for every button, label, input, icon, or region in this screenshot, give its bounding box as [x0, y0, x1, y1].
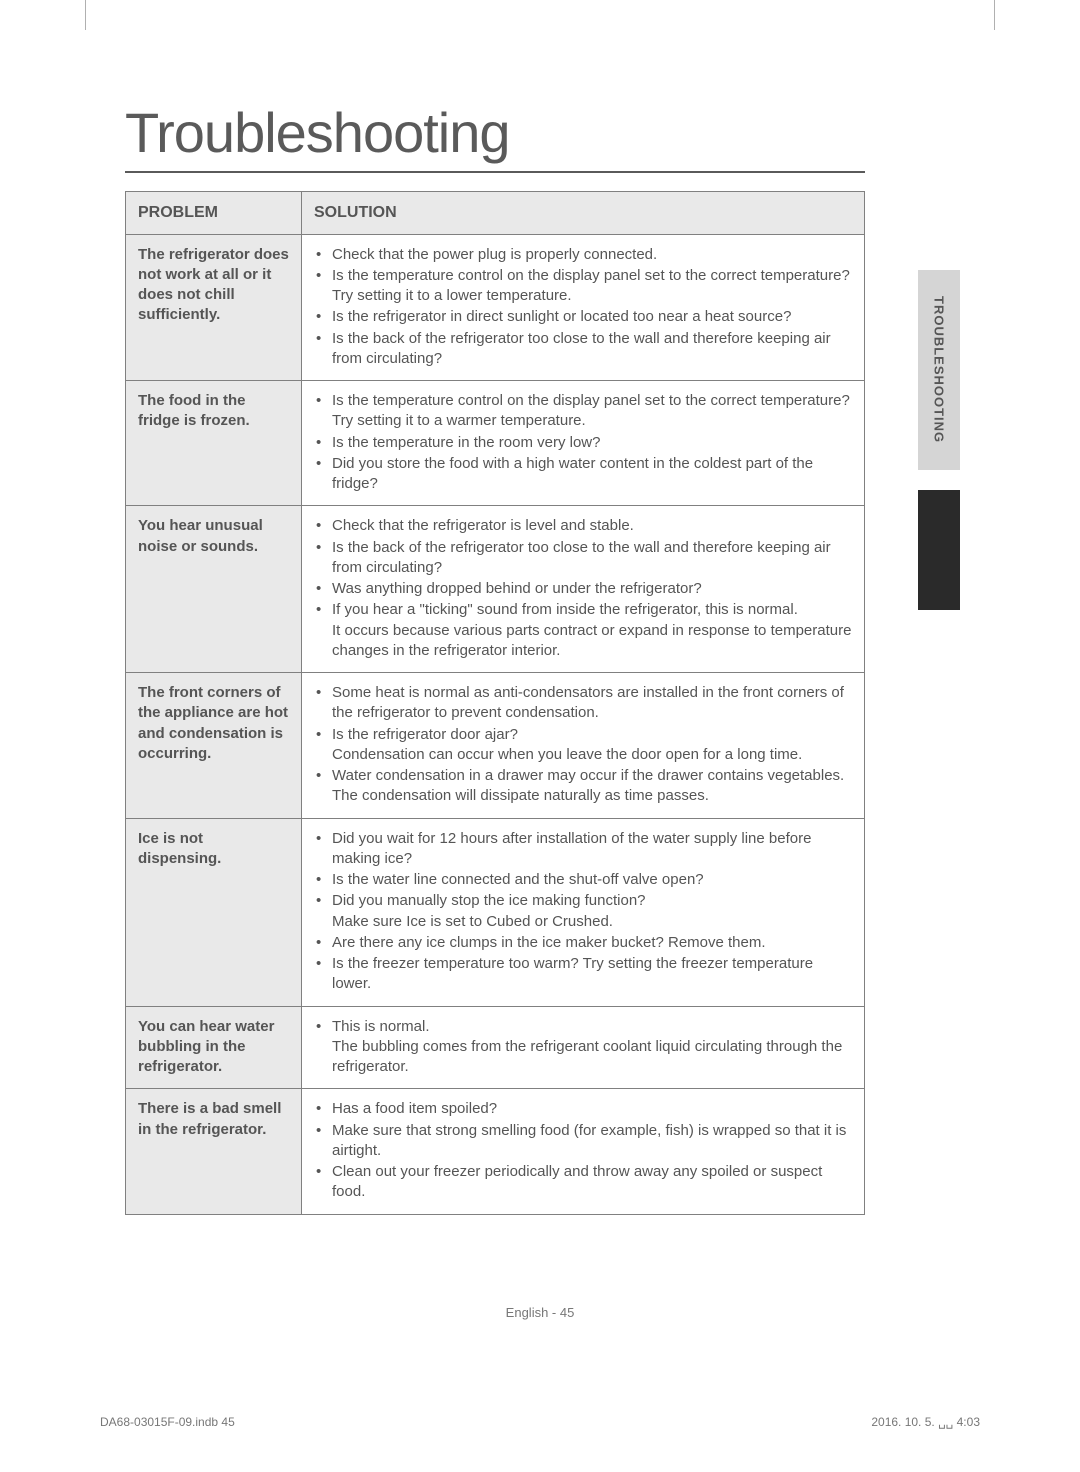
solution-item: Check that the power plug is properly co… — [316, 245, 852, 265]
solution-item: Is the temperature control on the displa… — [316, 266, 852, 307]
solution-item: Water condensation in a drawer may occur… — [316, 766, 852, 807]
solution-list: Check that the power plug is properly co… — [314, 245, 852, 370]
solution-cell: Check that the refrigerator is level and… — [302, 506, 865, 673]
solution-list: Check that the refrigerator is level and… — [314, 516, 852, 661]
problem-cell: The refrigerator does not work at all or… — [126, 234, 302, 381]
solution-item: Is the back of the refrigerator too clos… — [316, 329, 852, 370]
solution-list: Has a food item spoiled? Make sure that s… — [314, 1099, 852, 1202]
table-row: The front corners of the appliance are h… — [126, 673, 865, 819]
solution-item: Did you store the food with a high water… — [316, 454, 852, 495]
problem-cell: You can hear water bubbling in the refri… — [126, 1006, 302, 1089]
solution-item: Make sure that strong smelling food (for… — [316, 1121, 852, 1162]
solution-item: Are there any ice clumps in the ice make… — [316, 933, 852, 953]
solution-text: Did you store the food with a high water… — [332, 455, 813, 492]
problem-cell: The front corners of the appliance are h… — [126, 673, 302, 819]
solution-cell: Some heat is normal as anti-condensators… — [302, 673, 865, 819]
solution-list: This is normal. The bubbling comes from t… — [314, 1017, 852, 1078]
solution-text: If you hear a "ticking" sound from insid… — [332, 601, 798, 618]
solution-text: Make sure that strong smelling food (for… — [332, 1122, 846, 1159]
table-row: The refrigerator does not work at all or… — [126, 234, 865, 381]
solution-subtext: Condensation can occur when you leave th… — [332, 745, 852, 765]
solution-item: Is the freezer temperature too warm? Try… — [316, 954, 852, 995]
solution-text: Is the back of the refrigerator too clos… — [332, 330, 831, 367]
table-row: There is a bad smell in the refrigerator… — [126, 1089, 865, 1214]
solution-text: Was anything dropped behind or under the… — [332, 580, 702, 597]
footer-page-number: English - 45 — [0, 1305, 1080, 1320]
col-problem-header: PROBLEM — [126, 192, 302, 235]
troubleshooting-table: PROBLEM SOLUTION The refrigerator does n… — [125, 191, 865, 1215]
solution-item: This is normal. The bubbling comes from t… — [316, 1017, 852, 1078]
side-tab-label-box: TROUBLESHOOTING — [918, 270, 960, 470]
solution-item: Some heat is normal as anti-condensators… — [316, 683, 852, 724]
solution-item: Has a food item spoiled? — [316, 1099, 852, 1119]
problem-cell: The food in the fridge is frozen. — [126, 381, 302, 506]
solution-text: This is normal. — [332, 1018, 430, 1035]
solution-text: Is the back of the refrigerator too clos… — [332, 539, 831, 576]
solution-subtext: Make sure Ice is set to Cubed or Crushed… — [332, 912, 852, 932]
solution-subtext: The condensation will dissipate naturall… — [332, 786, 852, 806]
solution-text: Check that the refrigerator is level and… — [332, 517, 634, 534]
solution-item: Did you manually stop the ice making fun… — [316, 891, 852, 932]
solution-text: Is the temperature control on the displa… — [332, 392, 850, 409]
solution-subtext: Try setting it to a lower temperature. — [332, 286, 852, 306]
solution-subtext: Try setting it to a warmer temperature. — [332, 411, 852, 431]
solution-item: Clean out your freezer periodically and … — [316, 1162, 852, 1203]
solution-item: Is the temperature control on the displa… — [316, 391, 852, 432]
footer-file-id: DA68-03015F-09.indb 45 — [100, 1415, 235, 1429]
footer-timestamp: 2016. 10. 5. ␣␣ 4:03 — [871, 1415, 980, 1429]
solution-item: If you hear a "ticking" sound from insid… — [316, 600, 852, 661]
solution-text: Clean out your freezer periodically and … — [332, 1163, 822, 1200]
table-row: You can hear water bubbling in the refri… — [126, 1006, 865, 1089]
solution-text: Water condensation in a drawer may occur… — [332, 767, 844, 784]
solution-cell: Check that the power plug is properly co… — [302, 234, 865, 381]
solution-text: Has a food item spoiled? — [332, 1100, 497, 1117]
crop-mark — [85, 0, 86, 30]
solution-text: Is the water line connected and the shut… — [332, 871, 704, 888]
table-row: The food in the fridge is frozen. Is the … — [126, 381, 865, 506]
solution-item: Is the refrigerator door ajar? Condensati… — [316, 725, 852, 766]
solution-list: Some heat is normal as anti-condensators… — [314, 683, 852, 807]
solution-text: Is the refrigerator in direct sunlight o… — [332, 308, 791, 325]
solution-cell: This is normal. The bubbling comes from t… — [302, 1006, 865, 1089]
table-row: You hear unusual noise or sounds. Check t… — [126, 506, 865, 673]
page-title: Troubleshooting — [125, 100, 865, 173]
solution-item: Did you wait for 12 hours after installa… — [316, 829, 852, 870]
solution-subtext: It occurs because various parts contract… — [332, 621, 852, 662]
solution-item: Is the temperature in the room very low? — [316, 433, 852, 453]
crop-mark — [994, 0, 995, 30]
problem-cell: You hear unusual noise or sounds. — [126, 506, 302, 673]
solution-text: Is the refrigerator door ajar? — [332, 726, 518, 743]
solution-text: Did you manually stop the ice making fun… — [332, 892, 646, 909]
solution-subtext: The bubbling comes from the refrigerant … — [332, 1037, 852, 1078]
solution-text: Did you wait for 12 hours after installa… — [332, 830, 811, 867]
page-content: Troubleshooting PROBLEM SOLUTION The ref… — [125, 100, 865, 1215]
solution-cell: Is the temperature control on the displa… — [302, 381, 865, 506]
solution-list: Is the temperature control on the displa… — [314, 391, 852, 494]
solution-text: Is the temperature control on the displa… — [332, 267, 850, 284]
solution-text: Some heat is normal as anti-condensators… — [332, 684, 844, 721]
side-tab: TROUBLESHOOTING — [918, 270, 960, 610]
problem-cell: There is a bad smell in the refrigerator… — [126, 1089, 302, 1214]
col-solution-header: SOLUTION — [302, 192, 865, 235]
side-tab-dark — [918, 490, 960, 610]
solution-item: Check that the refrigerator is level and… — [316, 516, 852, 536]
solution-item: Is the water line connected and the shut… — [316, 870, 852, 890]
solution-text: Is the temperature in the room very low? — [332, 434, 600, 451]
solution-item: Was anything dropped behind or under the… — [316, 579, 852, 599]
solution-text: Is the freezer temperature too warm? Try… — [332, 955, 813, 992]
problem-cell: Ice is not dispensing. — [126, 818, 302, 1006]
solution-text: Are there any ice clumps in the ice make… — [332, 934, 766, 951]
solution-item: Is the back of the refrigerator too clos… — [316, 538, 852, 579]
solution-text: Check that the power plug is properly co… — [332, 246, 657, 263]
side-tab-label: TROUBLESHOOTING — [932, 296, 947, 443]
solution-cell: Did you wait for 12 hours after installa… — [302, 818, 865, 1006]
solution-cell: Has a food item spoiled? Make sure that s… — [302, 1089, 865, 1214]
solution-item: Is the refrigerator in direct sunlight o… — [316, 307, 852, 327]
solution-list: Did you wait for 12 hours after installa… — [314, 829, 852, 995]
table-row: Ice is not dispensing. Did you wait for 1… — [126, 818, 865, 1006]
